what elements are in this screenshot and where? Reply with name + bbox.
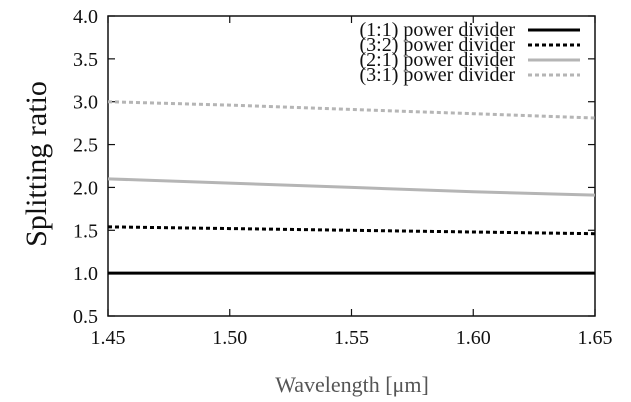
- y-tick-label-0: 0.5: [73, 306, 98, 328]
- x-tick-label-0: 1.45: [91, 327, 126, 349]
- x-tick-label-1: 1.50: [212, 327, 247, 349]
- y-tick-label-2: 1.5: [73, 220, 98, 242]
- legend-label-3: (3:1) power divider: [359, 64, 515, 86]
- y-tick-label-6: 3.5: [73, 49, 98, 71]
- series-line-3: [107, 100, 596, 120]
- legend-label-2: (2:1) power divider: [359, 49, 515, 71]
- x-tick-label-4: 1.65: [578, 327, 613, 349]
- x-tick-label-3: 1.60: [456, 327, 491, 349]
- y-tick-label-4: 2.5: [73, 135, 98, 157]
- series-line-1: [107, 225, 596, 236]
- y-tick-label-1: 1.0: [73, 263, 98, 285]
- x-tick-label-2: 1.55: [334, 327, 369, 349]
- legend-label-1: (3:2) power divider: [359, 34, 515, 56]
- x-axis-label: Wavelength [μm]: [275, 372, 429, 397]
- y-tick-label-3: 2.0: [73, 177, 98, 199]
- series-line-2: [107, 177, 596, 197]
- y-tick-label-5: 3.0: [73, 92, 98, 114]
- y-axis-label: Splitting ratio: [20, 81, 53, 247]
- legend-label-0: (1:1) power divider: [359, 19, 515, 41]
- y-tick-label-7: 4.0: [73, 6, 98, 28]
- plot-frame: [107, 15, 596, 317]
